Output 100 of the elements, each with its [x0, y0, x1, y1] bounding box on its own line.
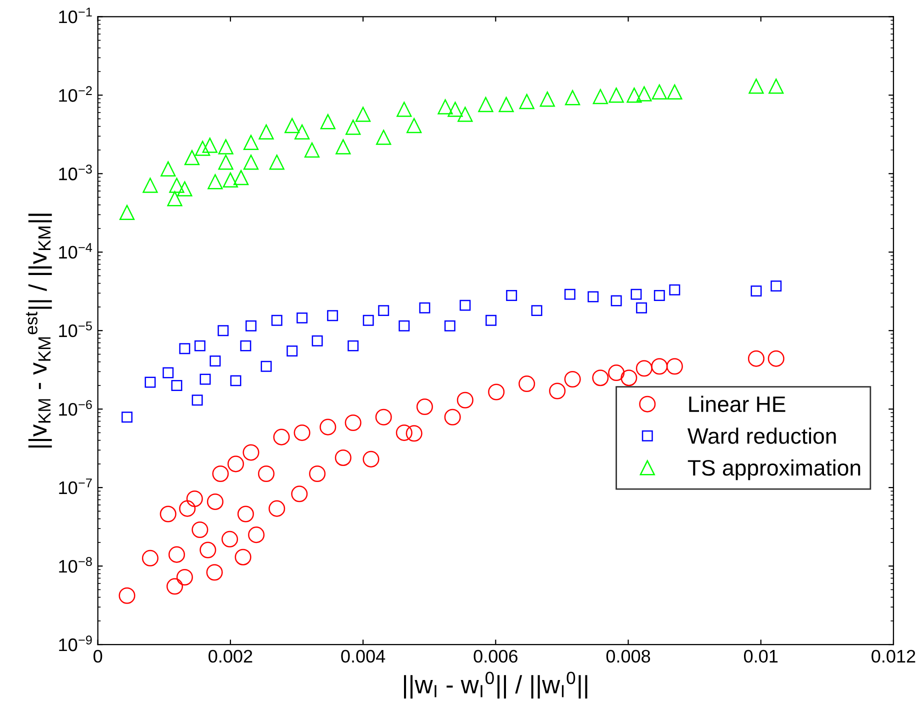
point: [652, 84, 667, 100]
point: [186, 490, 203, 508]
point: [258, 465, 275, 482]
point: [636, 360, 652, 377]
point: [142, 550, 158, 566]
point: [630, 288, 642, 300]
point: [200, 542, 216, 558]
point: [177, 181, 192, 196]
point: [206, 493, 224, 510]
point: [416, 398, 433, 416]
point: [460, 300, 471, 311]
point: [304, 142, 320, 158]
legend-label: Linear HE: [689, 396, 786, 412]
point: [748, 350, 764, 367]
point: [168, 546, 185, 563]
point: [176, 568, 193, 586]
point: [478, 96, 494, 112]
point: [192, 394, 203, 406]
y-tick-label: 10$^{−3}$: [59, 164, 92, 180]
point: [122, 412, 132, 423]
point: [626, 88, 642, 103]
point: [592, 88, 608, 104]
y-tick-label: 10$^{−8}$: [59, 557, 92, 573]
y-tick-label: 10$^{−6}$: [59, 400, 92, 416]
point: [160, 506, 176, 522]
point: [296, 312, 308, 324]
point: [519, 94, 534, 110]
point: [549, 382, 566, 400]
point: [242, 444, 260, 461]
point: [444, 408, 461, 426]
x-tick-label: 0.006: [474, 650, 518, 663]
point: [770, 280, 782, 292]
point: [230, 375, 242, 386]
point: [268, 500, 286, 517]
point: [227, 456, 244, 472]
point: [269, 154, 284, 170]
point: [200, 374, 211, 385]
point: [564, 370, 581, 388]
point: [222, 530, 238, 548]
point: [564, 90, 580, 106]
point: [654, 290, 665, 301]
point: [378, 305, 390, 316]
point: [222, 172, 238, 188]
point: [260, 360, 272, 372]
point: [488, 384, 505, 400]
point: [286, 345, 298, 356]
point: [592, 370, 609, 386]
point: [506, 290, 518, 301]
point: [336, 139, 351, 154]
point: [444, 320, 456, 332]
point: [327, 310, 338, 322]
legend-label: TS approximation: [688, 459, 860, 480]
point: [144, 376, 156, 388]
point: [258, 124, 274, 140]
point: [438, 99, 453, 114]
point: [202, 138, 218, 153]
point: [294, 424, 310, 441]
point: [518, 376, 536, 392]
point: [768, 78, 784, 94]
point: [666, 358, 683, 375]
point: [486, 314, 496, 326]
y-tick-label: 10$^{−4}$: [59, 243, 92, 259]
point: [212, 465, 229, 482]
point: [610, 295, 622, 306]
point: [284, 118, 300, 134]
point: [312, 335, 323, 346]
point: [237, 506, 254, 522]
point: [179, 343, 190, 354]
point: [210, 356, 221, 366]
point: [179, 500, 196, 517]
point: [406, 425, 422, 442]
point: [344, 414, 362, 431]
point: [169, 178, 184, 193]
point: [162, 367, 174, 378]
point: [419, 302, 430, 314]
point: [206, 564, 223, 581]
point: [195, 140, 210, 156]
point: [320, 418, 336, 436]
point: [620, 370, 638, 386]
point: [118, 587, 136, 604]
point: [234, 548, 252, 566]
point: [748, 78, 764, 94]
point: [320, 114, 336, 130]
point: [166, 578, 184, 595]
point: [375, 408, 392, 426]
point: [184, 150, 200, 166]
point: [376, 130, 392, 145]
point: [192, 521, 208, 538]
point: [243, 154, 259, 170]
point: [119, 204, 135, 220]
y-tick-label: 10$^{−5}$: [59, 322, 92, 338]
point: [248, 526, 265, 544]
point: [456, 392, 474, 408]
point: [218, 139, 234, 154]
x-tick-label: 0.002: [208, 650, 252, 663]
point: [291, 486, 308, 502]
point: [396, 424, 412, 441]
legend-label: Ward reduction: [687, 428, 836, 444]
point: [588, 291, 599, 302]
point: [240, 340, 252, 352]
